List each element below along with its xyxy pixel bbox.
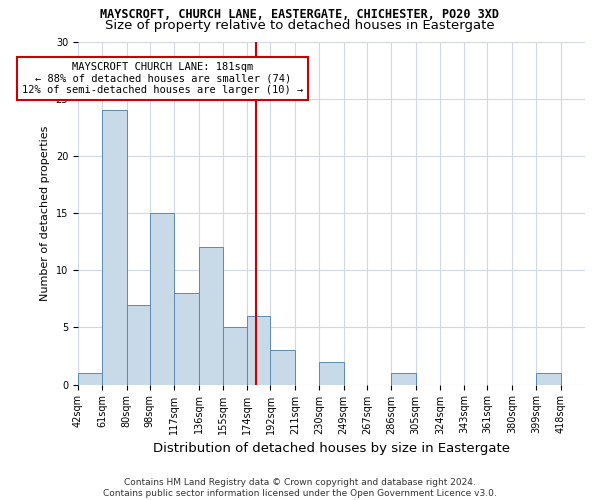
Bar (78, 373, 103, 384)
Bar (103, 110, 127, 384)
Text: MAYSCROFT CHURCH LANE: 181sqm
← 88% of detached houses are smaller (74)
12% of s: MAYSCROFT CHURCH LANE: 181sqm ← 88% of d… (22, 62, 303, 96)
Bar (391, 373, 416, 384)
Text: MAYSCROFT, CHURCH LANE, EASTERGATE, CHICHESTER, PO20 3XD: MAYSCROFT, CHURCH LANE, EASTERGATE, CHIC… (101, 8, 499, 20)
Bar (271, 350, 295, 384)
Bar (174, 293, 199, 384)
Text: Size of property relative to detached houses in Eastergate: Size of property relative to detached ho… (105, 18, 495, 32)
Bar (150, 213, 174, 384)
Bar (319, 362, 344, 384)
X-axis label: Distribution of detached houses by size in Eastergate: Distribution of detached houses by size … (153, 442, 510, 455)
Bar (199, 248, 223, 384)
Bar (127, 304, 150, 384)
Y-axis label: Number of detached properties: Number of detached properties (40, 126, 50, 300)
Text: Contains HM Land Registry data © Crown copyright and database right 2024.
Contai: Contains HM Land Registry data © Crown c… (103, 478, 497, 498)
Bar (247, 316, 271, 384)
Bar (223, 328, 247, 384)
Bar (536, 373, 560, 384)
